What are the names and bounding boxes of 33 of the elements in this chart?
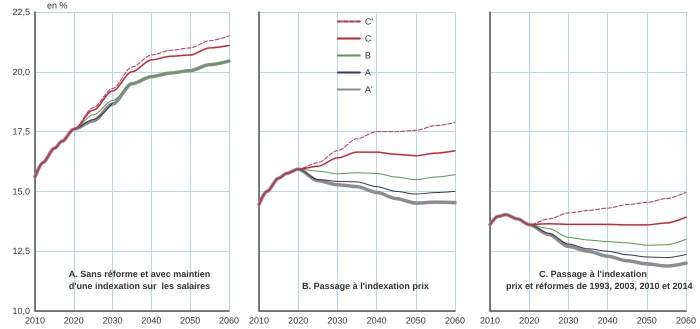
legend-label: C'	[364, 16, 374, 26]
x-tick-label: 2060	[218, 316, 240, 326]
x-tick-label: 2060	[676, 316, 696, 326]
y-axis-title: en %	[47, 0, 68, 10]
y-tick-label: 22,5	[12, 7, 30, 17]
y-tick-label: 15,0	[12, 186, 30, 196]
text: B. Passage à l'indexation prix	[302, 281, 429, 291]
legend-label: C	[364, 34, 372, 44]
text: A. Sans réforme et avec maintien d'une indexation sur les salaires	[68, 269, 210, 291]
x-tick-label: 2020	[288, 316, 308, 326]
legend-label: A	[364, 68, 371, 78]
y-tick-label: 10,0	[12, 306, 30, 316]
y-tick-label: 17,5	[12, 126, 30, 137]
x-tick-label: 2010	[248, 316, 270, 326]
y-tick-label: 20,0	[12, 66, 30, 77]
x-tick-label: 2040	[141, 316, 162, 326]
legend-label: B	[364, 50, 371, 60]
legend-label: A'	[364, 84, 373, 94]
y-tick-label: 12,5	[12, 246, 30, 256]
text: C. Passage à l'indexation prix et réformes de 1993, 2003, 2010 et 2014	[493, 269, 693, 291]
x-tick-label: 2030	[102, 316, 123, 326]
x-tick-label: 2030	[558, 316, 578, 326]
x-tick-label: 2040	[598, 316, 618, 326]
x-tick-label: 2060	[444, 316, 466, 326]
x-tick-label: 2020	[519, 316, 540, 326]
x-tick-label: 2050	[636, 316, 657, 326]
x-tick-label: 2010	[480, 316, 500, 326]
x-tick-label: 2030	[327, 316, 348, 326]
x-tick-label: 2020	[64, 316, 84, 326]
x-tick-label: 2050	[180, 316, 200, 326]
x-tick-label: 2040	[366, 316, 387, 326]
x-tick-label: 2050	[406, 316, 426, 326]
x-tick-label: 2010	[24, 316, 46, 326]
